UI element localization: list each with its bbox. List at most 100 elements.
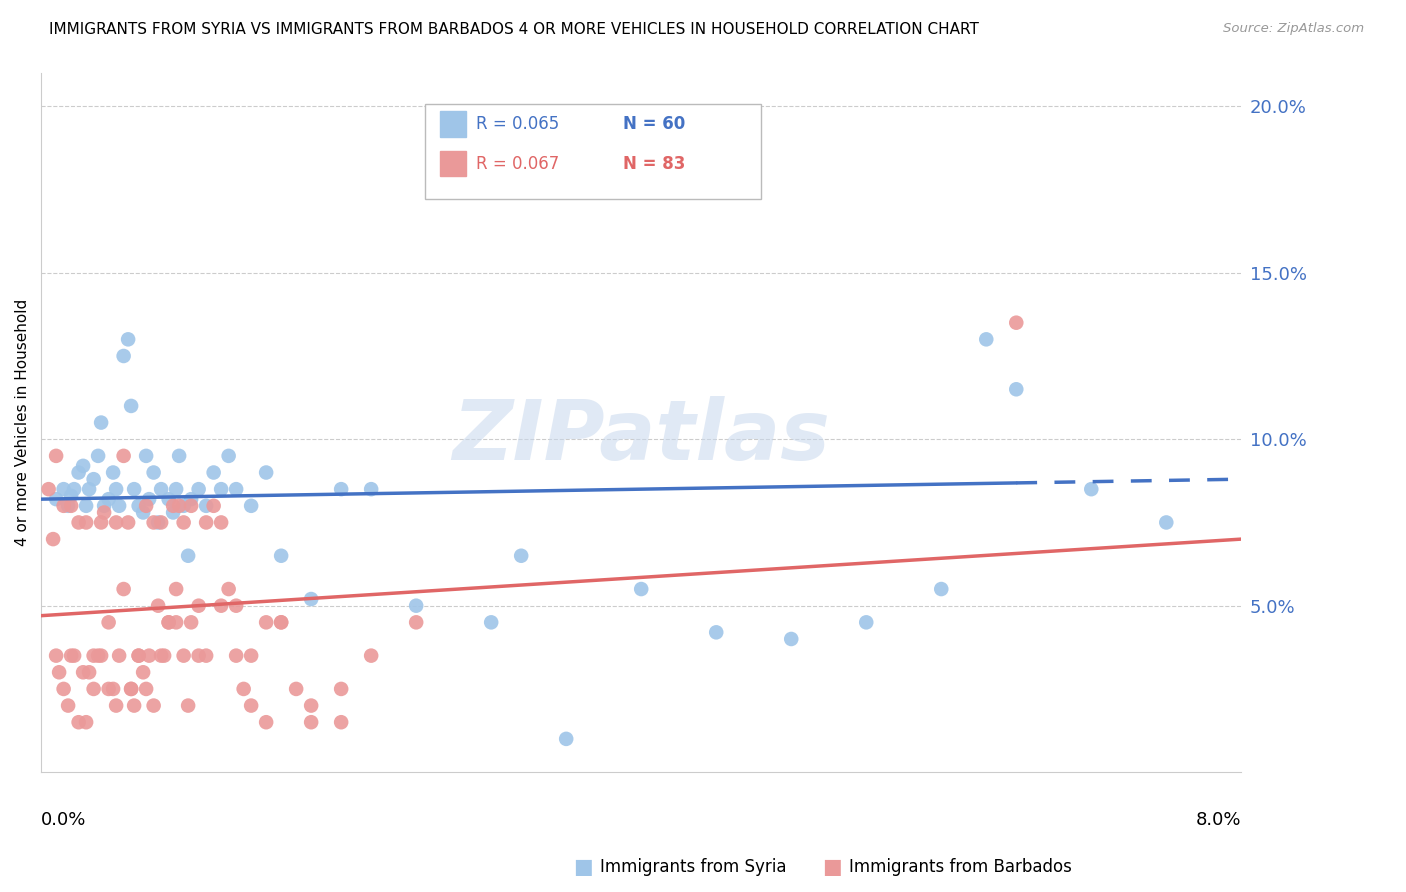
Point: [195, 499, 218, 513]
Point: [1080, 482, 1102, 496]
Point: [360, 482, 382, 496]
Text: Immigrants from Barbados: Immigrants from Barbados: [849, 858, 1073, 876]
Point: [177, 698, 200, 713]
Point: [67, 466, 90, 480]
Point: [83, 648, 105, 663]
Bar: [440, 152, 465, 177]
Point: [209, 516, 232, 530]
Bar: [440, 112, 465, 136]
Y-axis label: 4 or more Vehicles in Household: 4 or more Vehicles in Household: [15, 299, 30, 546]
Text: 8.0%: 8.0%: [1197, 811, 1241, 829]
Point: [254, 466, 277, 480]
Point: [142, 466, 165, 480]
Point: [105, 516, 128, 530]
Point: [150, 516, 173, 530]
Point: [132, 506, 155, 520]
Point: [929, 582, 952, 596]
Point: [97, 615, 120, 630]
Point: [173, 499, 195, 513]
Point: [150, 648, 173, 663]
Point: [75, 715, 97, 730]
Point: [128, 648, 150, 663]
Point: [97, 681, 120, 696]
Text: Immigrants from Syria: Immigrants from Syria: [600, 858, 787, 876]
Point: [105, 698, 128, 713]
Point: [38, 482, 60, 496]
Point: [52, 681, 75, 696]
Point: [83, 681, 105, 696]
Point: [209, 482, 232, 496]
Point: [142, 516, 165, 530]
Text: 0.0%: 0.0%: [41, 811, 87, 829]
Point: [150, 482, 173, 496]
Point: [330, 715, 353, 730]
Point: [165, 582, 187, 596]
Point: [165, 615, 187, 630]
Point: [187, 482, 209, 496]
Point: [63, 482, 86, 496]
Point: [60, 489, 83, 503]
Text: ZIPatlas: ZIPatlas: [453, 396, 830, 477]
Point: [330, 482, 353, 496]
Text: N = 60: N = 60: [623, 115, 686, 133]
Point: [97, 492, 120, 507]
Point: [122, 698, 145, 713]
Point: [93, 506, 115, 520]
Point: [162, 499, 184, 513]
Point: [360, 648, 382, 663]
Point: [225, 599, 247, 613]
Point: [101, 681, 124, 696]
Point: [77, 665, 100, 680]
Point: [510, 549, 533, 563]
Point: [138, 492, 160, 507]
Point: [132, 665, 155, 680]
Point: [254, 715, 277, 730]
Text: R = 0.065: R = 0.065: [475, 115, 558, 133]
Point: [173, 648, 195, 663]
Point: [1005, 316, 1028, 330]
Point: [202, 499, 225, 513]
Text: ■: ■: [574, 857, 593, 877]
Point: [87, 648, 110, 663]
Point: [173, 516, 195, 530]
Point: [254, 615, 277, 630]
Point: [630, 582, 652, 596]
Point: [67, 516, 90, 530]
Point: [142, 698, 165, 713]
Point: [225, 482, 247, 496]
Text: N = 83: N = 83: [623, 155, 686, 173]
Point: [135, 449, 157, 463]
Point: [202, 466, 225, 480]
Point: [112, 449, 135, 463]
Point: [180, 499, 202, 513]
Point: [187, 599, 209, 613]
Point: [1156, 516, 1178, 530]
Point: [63, 648, 86, 663]
Point: [135, 681, 157, 696]
Point: [146, 516, 169, 530]
Point: [45, 449, 67, 463]
Text: IMMIGRANTS FROM SYRIA VS IMMIGRANTS FROM BARBADOS 4 OR MORE VEHICLES IN HOUSEHOL: IMMIGRANTS FROM SYRIA VS IMMIGRANTS FROM…: [49, 22, 979, 37]
Point: [195, 648, 218, 663]
Point: [225, 648, 247, 663]
Point: [270, 549, 292, 563]
Point: [704, 625, 727, 640]
Point: [90, 516, 112, 530]
Point: [165, 482, 187, 496]
Point: [1005, 382, 1028, 396]
Point: [120, 681, 142, 696]
Point: [75, 499, 97, 513]
Point: [330, 681, 353, 696]
Point: [60, 499, 83, 513]
Point: [157, 615, 180, 630]
Point: [209, 599, 232, 613]
Point: [52, 482, 75, 496]
Point: [90, 416, 112, 430]
Point: [128, 499, 150, 513]
Point: [974, 332, 997, 346]
Point: [135, 499, 157, 513]
Point: [285, 681, 308, 696]
Point: [45, 648, 67, 663]
Point: [218, 449, 240, 463]
Point: [93, 499, 115, 513]
